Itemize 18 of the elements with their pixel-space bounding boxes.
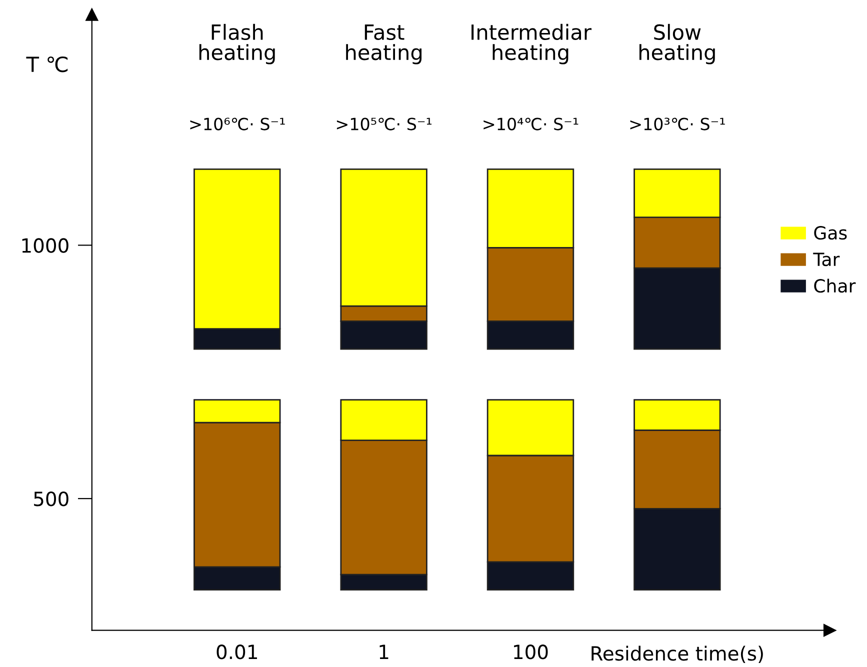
y-tick-label: 1000 — [22, 238, 68, 253]
x-tick-label: 100 — [514, 644, 548, 660]
x-tick-label: 1 — [380, 644, 388, 659]
y-tick-label: 500 — [34, 492, 68, 506]
annotation: Flash heating — [199, 24, 275, 64]
annotation: >10⁴℃· S⁻¹ — [484, 118, 578, 130]
annotation: >10⁵℃· S⁻¹ — [336, 118, 432, 130]
x-axis-title: Residence time(s) — [592, 646, 763, 664]
annotation: Intermediar heating — [472, 24, 592, 64]
legend-label: Tar — [813, 252, 840, 266]
annotation: >10³℃· S⁻¹ — [630, 118, 725, 130]
annotation: Slow heating — [639, 24, 715, 64]
annotation: >10⁶℃· S⁻¹ — [190, 118, 285, 130]
legend-label: Char — [814, 278, 856, 293]
y-axis-title: T ℃ — [26, 56, 68, 72]
x-tick-label: 0.01 — [216, 644, 257, 660]
annotation: Fast heating — [346, 24, 422, 64]
legend-label: Gas — [814, 226, 847, 240]
